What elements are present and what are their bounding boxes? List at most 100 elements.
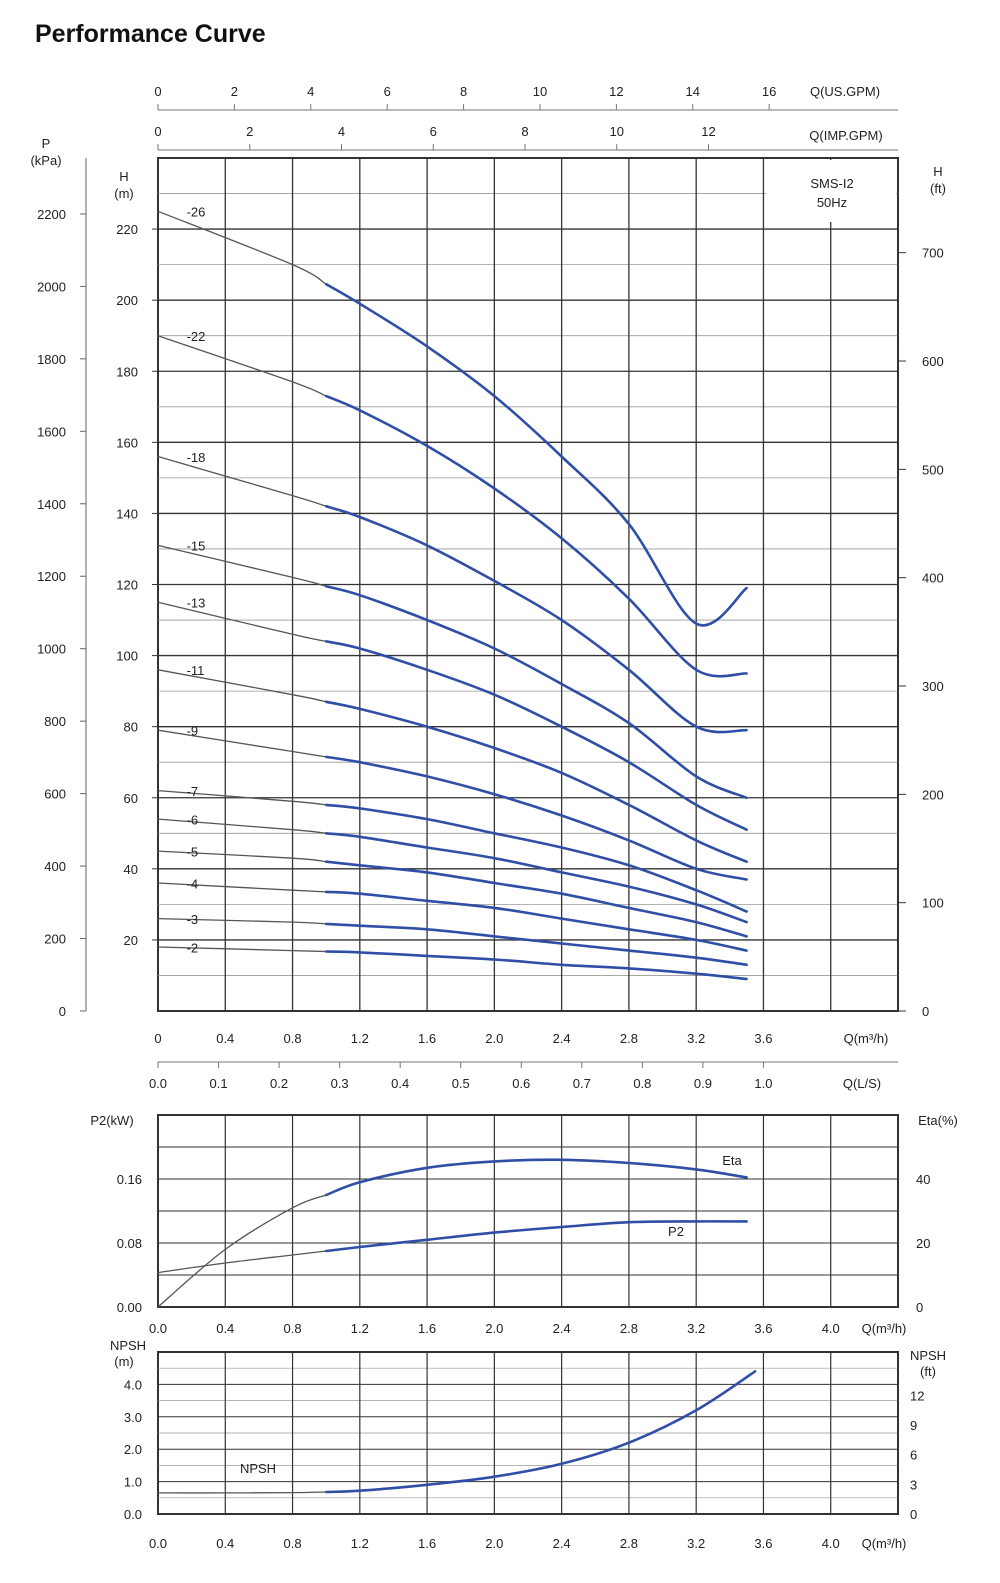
q-m3h-tick: 0.8	[284, 1031, 302, 1046]
h-ft-tick: 0	[922, 1004, 929, 1019]
npsh-q-tick: 3.2	[687, 1536, 705, 1551]
npsh-q-tick: 0.0	[149, 1536, 167, 1551]
head-series-n5-line	[324, 860, 748, 938]
q-ls-tick: 0.6	[512, 1076, 530, 1091]
q-ls-tick: 0.8	[633, 1076, 651, 1091]
npsh-ft-tick: 3	[910, 1477, 917, 1492]
npsh-series-line	[324, 1370, 757, 1494]
h-ft-tick: 600	[922, 354, 944, 369]
h-m-tick: 180	[116, 364, 138, 379]
q-impgpm-tick: 2	[246, 124, 253, 139]
q-ls-tick: 0.3	[331, 1076, 349, 1091]
model-box	[766, 160, 896, 222]
npsh-ft-tick: 9	[910, 1418, 917, 1433]
npsh-q-axis-label: Q(m³/h)	[862, 1536, 907, 1551]
power-q-tick: 0.0	[149, 1321, 167, 1336]
npsh-ft-tick: 0	[910, 1507, 917, 1522]
q-usgpm-tick: 10	[533, 84, 547, 99]
q-ls-tick: 0.1	[210, 1076, 228, 1091]
p-kpa-tick: 1400	[37, 497, 66, 512]
eta-axis-label: Eta(%)	[918, 1113, 958, 1128]
p-kpa-tick: 0	[59, 1004, 66, 1019]
h-ft-axis-label: H	[933, 164, 942, 179]
power-q-tick: 0.4	[216, 1321, 234, 1336]
head-series-label: -4	[187, 876, 199, 891]
q-m3h-axis-label: Q(m³/h)	[844, 1031, 889, 1046]
p-kpa-tick: 800	[44, 714, 66, 729]
p-kpa-tick: 600	[44, 787, 66, 802]
h-m-tick: 20	[124, 933, 138, 948]
q-usgpm-tick: 2	[231, 84, 238, 99]
q-impgpm-tick: 6	[430, 124, 437, 139]
p-kpa-tick: 2000	[37, 279, 66, 294]
head-series-n13-line-dark	[157, 601, 327, 643]
head-series-n9-line	[324, 755, 748, 881]
q-usgpm-tick: 16	[762, 84, 776, 99]
head-series-n3-line-dark	[157, 917, 327, 925]
power-q-tick: 2.8	[620, 1321, 638, 1336]
npsh-ft-axis-unit: (ft)	[920, 1364, 936, 1379]
h-ft-tick: 100	[922, 896, 944, 911]
head-series-n15-line	[324, 585, 748, 800]
p-kpa-tick: 2200	[37, 207, 66, 222]
q-impgpm-axis-label: Q(IMP.GPM)	[809, 128, 882, 143]
head-series-n15-line-dark	[157, 544, 327, 587]
p-kpa-tick: 200	[44, 932, 66, 947]
q-m3h-tick: 2.8	[620, 1031, 638, 1046]
head-series-n2-line	[324, 950, 748, 981]
head-series-n7-line-dark	[157, 789, 327, 806]
power-q-tick: 0.8	[284, 1321, 302, 1336]
eta-tick: 0	[916, 1300, 923, 1315]
npsh-m-tick: 1.0	[124, 1475, 142, 1490]
head-series-n7-line	[324, 803, 748, 913]
power-q-axis-label: Q(m³/h)	[862, 1321, 907, 1336]
h-ft-tick: 500	[922, 462, 944, 477]
q-ls-tick: 1.0	[754, 1076, 772, 1091]
q-usgpm-tick: 0	[154, 84, 161, 99]
npsh-q-tick: 2.4	[553, 1536, 571, 1551]
p2-curve-label: P2	[668, 1224, 684, 1239]
p2-kw-tick: 0.00	[117, 1300, 142, 1315]
npsh-q-tick: 1.2	[351, 1536, 369, 1551]
h-ft-tick: 300	[922, 679, 944, 694]
power-series-eta-line-dark	[157, 1194, 327, 1308]
power-q-tick: 2.0	[485, 1321, 503, 1336]
q-impgpm-tick: 10	[610, 124, 624, 139]
npsh-m-axis-label: NPSH	[110, 1338, 146, 1353]
q-m3h-tick: 0.4	[216, 1031, 234, 1046]
q-m3h-tick: 0	[154, 1031, 161, 1046]
head-series-label: -22	[187, 329, 206, 344]
head-series-n4-line	[324, 890, 748, 952]
q-ls-tick: 0.0	[149, 1076, 167, 1091]
h-m-axis-unit: (m)	[114, 186, 134, 201]
q-usgpm-tick: 6	[384, 84, 391, 99]
q-m3h-tick: 3.6	[754, 1031, 772, 1046]
p-kpa-tick: 1200	[37, 569, 66, 584]
npsh-q-tick: 1.6	[418, 1536, 436, 1551]
power-q-tick: 3.2	[687, 1321, 705, 1336]
npsh-q-tick: 0.4	[216, 1536, 234, 1551]
h-m-tick: 80	[124, 720, 138, 735]
head-series-label: -18	[187, 450, 206, 465]
npsh-m-tick: 2.0	[124, 1442, 142, 1457]
npsh-m-tick: 0.0	[124, 1507, 142, 1522]
p-kpa-tick: 1600	[37, 424, 66, 439]
head-series-n18-line-dark	[157, 455, 327, 507]
p-kpa-tick: 1800	[37, 352, 66, 367]
head-series-n6-line	[324, 832, 748, 924]
eta-tick: 20	[916, 1236, 930, 1251]
p-kpa-tick: 1000	[37, 642, 66, 657]
head-series-n18-line	[324, 505, 748, 734]
npsh-q-tick: 2.8	[620, 1536, 638, 1551]
head-series-n3-line	[324, 922, 748, 967]
npsh-q-tick: 3.6	[754, 1536, 772, 1551]
npsh-q-tick: 2.0	[485, 1536, 503, 1551]
h-m-tick: 220	[116, 222, 138, 237]
h-m-tick: 40	[124, 862, 138, 877]
q-usgpm-tick: 12	[609, 84, 623, 99]
head-series-n13-line	[324, 640, 748, 831]
head-series-label: -13	[187, 596, 206, 611]
q-impgpm-tick: 0	[154, 124, 161, 139]
head-series-n26-line	[324, 282, 748, 627]
head-series-label: -11	[187, 663, 205, 678]
